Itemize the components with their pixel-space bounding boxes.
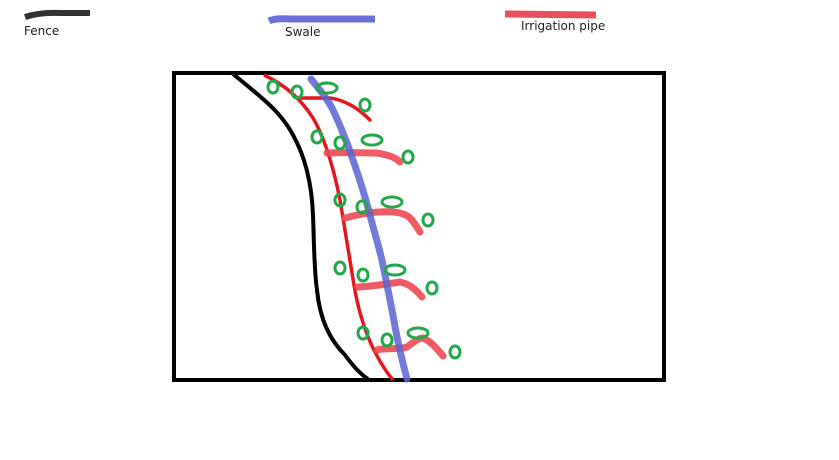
plant-marker (356, 325, 370, 341)
plant-marker (333, 192, 347, 208)
plant-marker (333, 135, 347, 151)
plant-marker (421, 212, 435, 228)
plant-marker (290, 84, 304, 100)
plant-marker (401, 149, 415, 165)
plant-marker (406, 326, 430, 340)
swale (307, 75, 411, 383)
legend-swale-label: Swale (285, 25, 321, 39)
branch-pipe (354, 278, 426, 301)
plant-marker (425, 280, 439, 296)
plant-marker (315, 81, 339, 95)
branch-pipe (341, 208, 424, 236)
plant-marker (333, 260, 347, 276)
branch-pipe (373, 334, 447, 360)
plant-marker (380, 195, 404, 209)
legend-pipe-label: Irrigation pipe (521, 19, 606, 33)
plant-marker (383, 263, 407, 277)
branch-pipe (296, 96, 372, 122)
plant-marker (380, 332, 394, 348)
plant-marker (358, 97, 372, 113)
plant-marker (448, 344, 462, 360)
plant-marker (356, 267, 370, 283)
legend-fence-label: Fence (24, 24, 60, 38)
legend-pipe-swatch (504, 10, 597, 19)
legend-swale-swatch (267, 15, 375, 25)
plant-marker (360, 133, 384, 147)
property-boundary (172, 71, 666, 382)
plant-marker (355, 199, 369, 215)
plants (266, 79, 462, 360)
plant-marker (266, 79, 280, 95)
branch-pipe (323, 149, 404, 166)
plant-marker (310, 129, 324, 145)
fence-line (230, 71, 370, 381)
legend-fence-swatch (24, 9, 90, 20)
